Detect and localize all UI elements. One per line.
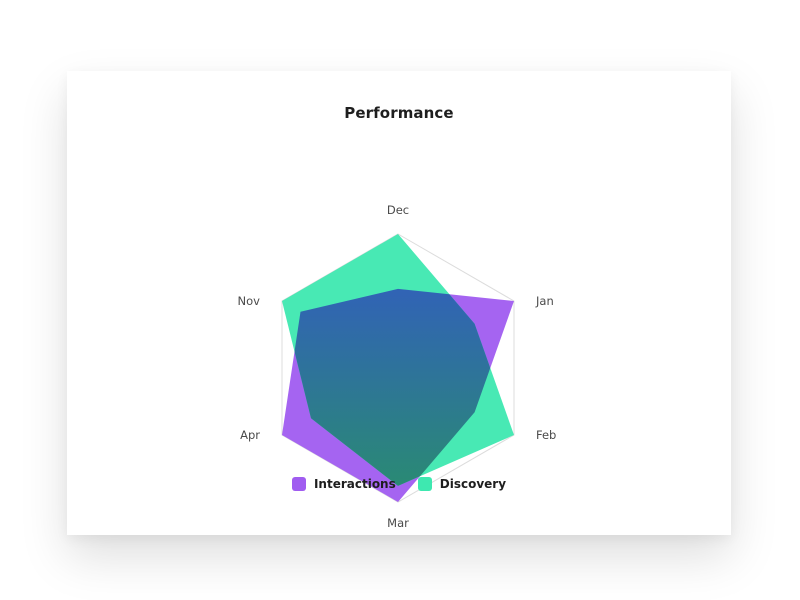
radar-chart: Dec Jan Feb Mar Apr Nov xyxy=(238,203,557,530)
chart-card: Performance Dec Jan Feb Mar Apr Nov Interacti… xyxy=(67,71,731,535)
legend-swatch-discovery xyxy=(417,477,432,491)
axis-label-feb: Feb xyxy=(536,428,556,442)
legend-label-interactions: Interactions xyxy=(313,477,396,491)
chart-title: Performance xyxy=(344,104,454,122)
legend-swatch-interactions xyxy=(291,477,306,491)
axis-label-nov: Nov xyxy=(238,294,261,308)
chart-legend: Interactions Discovery xyxy=(67,477,731,491)
axis-label-mar: Mar xyxy=(387,516,409,530)
axis-label-dec: Dec xyxy=(387,203,409,217)
legend-item-interactions[interactable]: Interactions xyxy=(291,477,396,491)
legend-item-discovery[interactable]: Discovery xyxy=(417,477,507,491)
axis-label-jan: Jan xyxy=(535,294,554,308)
legend-label-discovery: Discovery xyxy=(439,477,507,491)
axis-label-apr: Apr xyxy=(240,428,260,442)
